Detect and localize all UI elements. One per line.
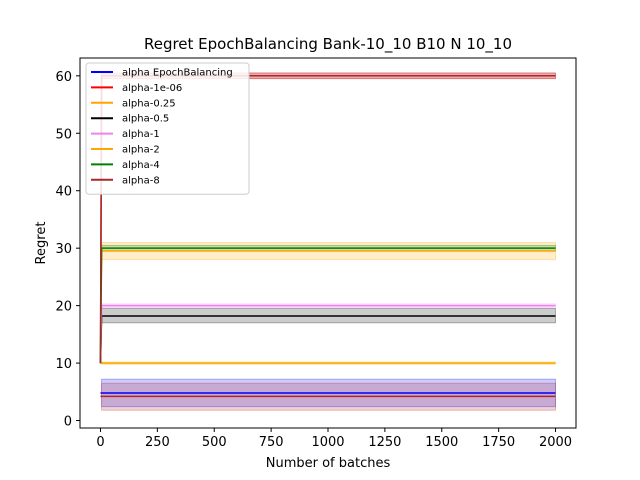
y-tick-label: 10 xyxy=(55,357,72,372)
legend-label: alpha-1 xyxy=(122,129,160,140)
y-tick-label: 20 xyxy=(55,300,72,315)
legend-label: alpha-2 xyxy=(122,145,160,156)
chart-title: Regret EpochBalancing Bank-10_10 B10 N 1… xyxy=(144,35,512,54)
x-axis: 0 250 500 750 1000 1250 1500 1750 2000 xyxy=(96,428,572,450)
x-tick-label: 2000 xyxy=(539,435,572,450)
legend-label: alpha-0.25 xyxy=(122,98,176,109)
x-tick-label: 250 xyxy=(145,435,170,450)
legend-label: alpha-4 xyxy=(122,160,160,171)
y-tick-label: 0 xyxy=(64,415,72,430)
x-tick-label: 1500 xyxy=(425,435,458,450)
y-tick-label: 60 xyxy=(55,70,72,85)
y-tick-label: 30 xyxy=(55,242,72,257)
x-tick-label: 0 xyxy=(96,435,104,450)
x-tick-label: 500 xyxy=(202,435,227,450)
legend: alpha EpochBalancing alpha-1e-06 alpha-0.2… xyxy=(85,62,250,195)
y-axis-label: Regret xyxy=(34,222,49,265)
x-tick-label: 750 xyxy=(259,435,284,450)
legend-label: alpha EpochBalancing xyxy=(122,68,233,79)
x-tick-label: 1250 xyxy=(368,435,401,450)
y-tick-label: 50 xyxy=(55,127,72,142)
legend-label: alpha-0.5 xyxy=(122,114,169,125)
y-tick-label: 40 xyxy=(55,185,72,200)
legend-label: alpha-8 xyxy=(122,175,160,186)
legend-label: alpha-1e-06 xyxy=(122,83,182,94)
x-tick-label: 1000 xyxy=(311,435,344,450)
legend-box xyxy=(85,62,250,195)
y-axis: 0 10 20 30 40 50 60 xyxy=(55,70,80,430)
x-tick-label: 1750 xyxy=(482,435,515,450)
x-axis-label: Number of batches xyxy=(266,456,391,471)
